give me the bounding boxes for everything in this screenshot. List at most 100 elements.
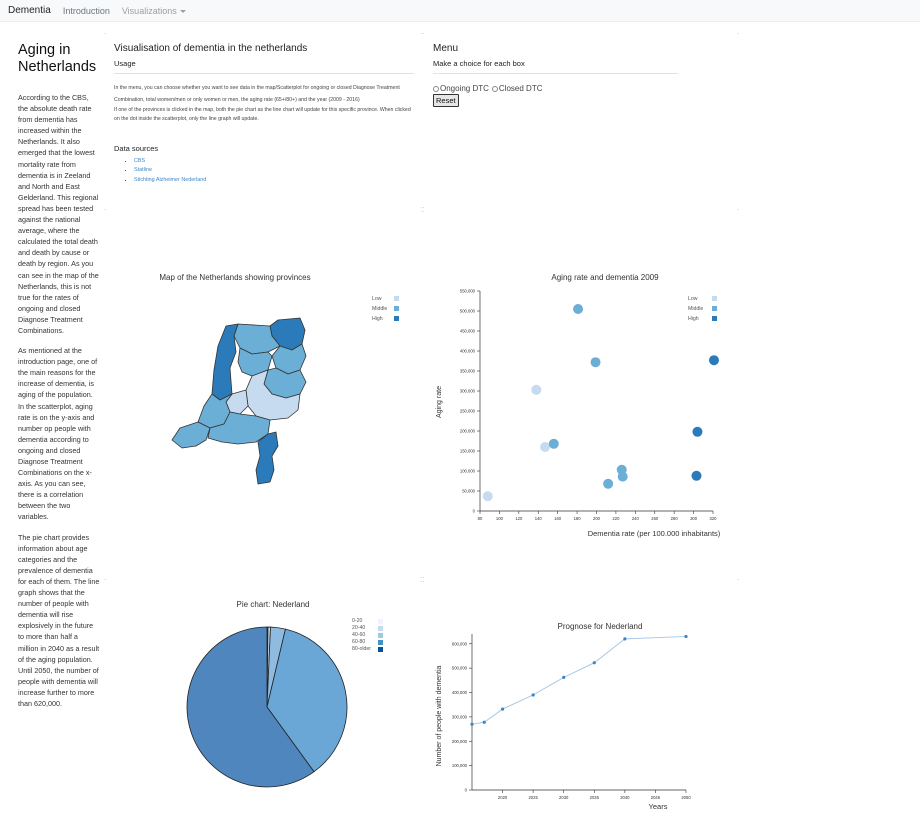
line-title: Prognose for Nederland xyxy=(557,622,643,631)
pie-slice xyxy=(186,626,315,788)
scatter-plot: 0 50,000 100,000 150,000 200,000 250,000 300,0… xyxy=(436,289,721,539)
drag-handle-icon[interactable]: ⋅ xyxy=(104,576,107,584)
brand-link[interactable]: Dementia xyxy=(8,5,51,16)
province-noord-brabant[interactable] xyxy=(207,411,271,445)
scatter-point xyxy=(708,355,719,366)
pie-legend-swatch xyxy=(378,619,383,624)
x-tick-label: 320 xyxy=(710,516,718,521)
reset-button[interactable]: Reset xyxy=(433,94,459,107)
x-tick-label: 2040 xyxy=(620,795,630,800)
drag-handle-icon[interactable]: ⋅ xyxy=(104,30,107,38)
pie-legend-swatch xyxy=(378,647,383,652)
scatter-point xyxy=(531,384,542,395)
pie-legend-swatch xyxy=(378,640,383,645)
drag-handle-icon[interactable]: ⋅ xyxy=(737,30,740,38)
drag-handle-icon[interactable]: ⁚⁚ xyxy=(420,206,425,214)
line-point xyxy=(562,675,566,679)
x-axis-label: Years xyxy=(649,802,668,811)
scatter-point xyxy=(617,471,628,482)
pie-chart xyxy=(186,626,348,788)
netherlands-map xyxy=(171,317,307,485)
nav-dropdown-label: Visualizations xyxy=(121,5,177,16)
list-item: Stichting Alzheimer Nederland xyxy=(134,176,414,185)
menu-panel: Menu Make a choice for each box Ongoing … xyxy=(433,43,683,107)
paragraph-death-rate: According to the CBS, the absolute death… xyxy=(18,93,99,335)
x-tick-label: 2030 xyxy=(559,795,569,800)
drag-handle-icon[interactable]: ⋅ xyxy=(104,206,107,214)
y-tick-label: 400,000 xyxy=(452,690,468,695)
source-link-alzheimer[interactable]: Stichting Alzheimer Nederland xyxy=(134,176,207,183)
radio-label-closed: Closed DTC xyxy=(498,84,543,93)
line-chart: 0 100,000 200,000 300,000 400,000 500,000 600,… xyxy=(436,634,691,811)
line-point xyxy=(684,634,688,639)
province-zeeland[interactable] xyxy=(171,421,211,449)
nav-link-introduction[interactable]: Introduction xyxy=(62,5,110,16)
drag-handle-icon[interactable]: ⁚⁚ xyxy=(420,576,425,584)
province-noord-holland[interactable] xyxy=(211,323,239,401)
y-tick-label: 200,000 xyxy=(452,739,468,744)
map-title: Map of the Netherlands showing provinces xyxy=(159,273,311,282)
menu-title: Menu xyxy=(433,43,459,54)
intro-column: Aging in Netherlands According to the CB… xyxy=(18,42,100,718)
legend-swatch-low xyxy=(712,296,717,301)
nav-dropdown-visualizations[interactable]: Visualizations xyxy=(122,6,186,16)
radio-ongoing-dtc[interactable] xyxy=(433,85,439,92)
map-legend-low: Low xyxy=(372,296,382,302)
x-tick-label: 260 xyxy=(651,516,659,521)
usage-subtitle: Usage xyxy=(114,59,414,74)
usage-title: Visualisation of dementia in the netherl… xyxy=(114,43,308,54)
page-title: Aging in Netherlands xyxy=(18,42,97,75)
source-link-cbs[interactable]: CBS xyxy=(134,158,146,164)
legend-swatch-high xyxy=(712,316,717,321)
scatter-point xyxy=(548,438,559,449)
radio-label-ongoing: Ongoing DTC xyxy=(440,84,489,93)
pie-legend-label: 20-40 xyxy=(352,625,366,631)
scatter-point xyxy=(573,304,584,314)
x-tick-label: 80 xyxy=(478,516,483,521)
scatter-point xyxy=(691,470,702,481)
legend-swatch-middle xyxy=(394,306,399,311)
x-tick-label: 2050 xyxy=(681,795,691,800)
x-tick-label: 200 xyxy=(593,516,601,521)
menu-subtitle: Make a choice for each box xyxy=(433,59,678,74)
x-tick-label: 100 xyxy=(496,516,504,521)
y-tick-label: 100,000 xyxy=(452,763,468,768)
x-tick-label: 2025 xyxy=(528,795,538,800)
drag-handle-icon[interactable]: ⋅ xyxy=(737,206,740,214)
dtc-radio-group: Ongoing DTC Closed DTC xyxy=(433,84,683,93)
x-tick-label: 140 xyxy=(535,516,543,521)
pie-legend-label: 80-older xyxy=(352,646,372,652)
y-tick-label: 350,000 xyxy=(460,369,476,374)
x-tick-label: 300 xyxy=(690,516,698,521)
drag-handle-icon[interactable]: ⋅⋅ xyxy=(420,30,425,38)
line-point xyxy=(531,693,535,697)
paragraph-aging: As mentioned at the introduction page, o… xyxy=(18,346,98,522)
radio-closed-dtc[interactable] xyxy=(491,85,498,92)
y-tick-label: 400,000 xyxy=(460,349,476,354)
y-tick-label: 500,000 xyxy=(452,666,468,671)
x-tick-label: 2020 xyxy=(498,795,508,800)
map-legend-middle: Middle xyxy=(372,306,388,312)
y-tick-label: 250,000 xyxy=(460,409,476,414)
y-tick-label: 0 xyxy=(473,509,476,514)
scatter-point xyxy=(540,442,551,452)
navbar: Dementia Introduction Visualizations xyxy=(0,0,920,22)
data-sources-list: CBS Statline Stichting Alzheimer Nederla… xyxy=(114,157,414,185)
pie-title: Pie chart: Nederland xyxy=(236,600,310,609)
legend-swatch-high xyxy=(394,316,399,321)
usage-text-menu: In the menu, you can choose whether you … xyxy=(114,85,400,103)
x-tick-label: 280 xyxy=(671,516,679,521)
list-item: Statline xyxy=(134,166,414,175)
source-link-statline[interactable]: Statline xyxy=(134,167,152,174)
line-point xyxy=(482,720,486,724)
line-point xyxy=(592,661,596,665)
line-point xyxy=(470,722,474,726)
usage-panel: Visualisation of dementia in the netherl… xyxy=(114,43,414,185)
pie-legend-swatch xyxy=(378,633,383,638)
scatter-point xyxy=(482,491,493,502)
scatter-point xyxy=(590,357,601,368)
drag-handle-icon[interactable]: ⋅ xyxy=(737,576,740,584)
pie-legend-label: 40-60 xyxy=(352,632,366,638)
legend-swatch-middle xyxy=(712,306,717,311)
province-limburg[interactable] xyxy=(255,431,279,485)
